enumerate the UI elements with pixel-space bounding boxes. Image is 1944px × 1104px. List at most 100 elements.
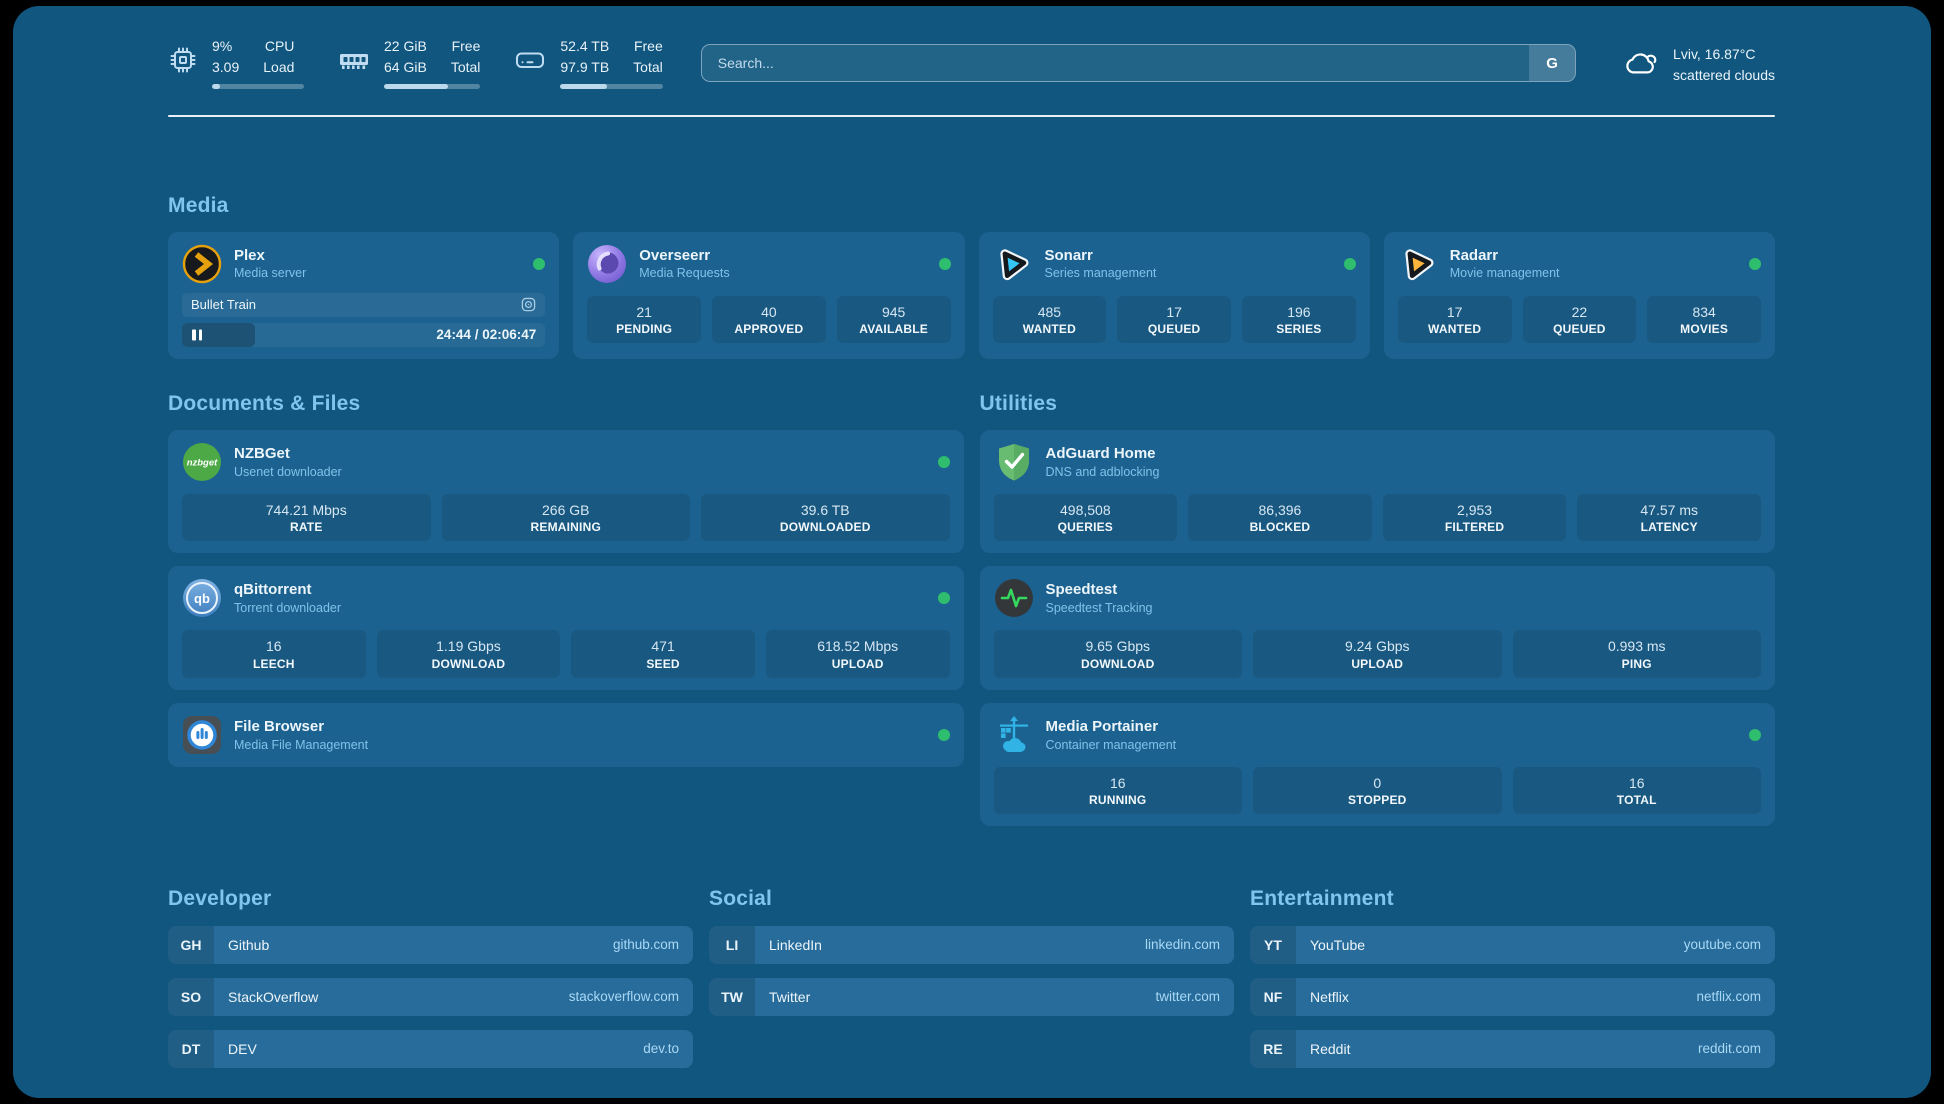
app-card-qbittorrent[interactable]: qb qBittorrent Torrent downloader 16 LEE… (168, 566, 964, 690)
stat-value: 9.24 Gbps (1344, 638, 1410, 655)
plex-icon (182, 244, 222, 284)
stat-wanted: 17 WANTED (1397, 295, 1512, 344)
app-name: qBittorrent (234, 581, 312, 599)
system-stat-memory: 22 GiB 64 GiB Free Total (338, 36, 481, 89)
stat-remaining: 266 GB REMAINING (441, 493, 690, 542)
documents-column: Documents & Files nzbget NZBGet Usenet d… (168, 391, 964, 767)
search-engine-button[interactable]: G (1529, 45, 1576, 81)
search-input[interactable] (700, 44, 1577, 82)
utilities-column: Utilities AdGuard Home DNS and adblockin… (979, 391, 1775, 827)
stat-download: 1.19 Gbps DOWNLOAD (376, 630, 561, 678)
bookmark-github[interactable]: GH Github github.com (168, 925, 693, 964)
app-subtitle: DNS and adblocking (1045, 464, 1160, 479)
bookmark-youtube[interactable]: YT YouTube youtube.com (1250, 925, 1775, 964)
bookmark-group-developer: Developer GH Github github.com SO StackO… (168, 886, 693, 1068)
system-stat-disk: 52.4 TB 97.9 TB Free Total (514, 36, 663, 89)
bookmark-group-entertainment: Entertainment YT YouTube youtube.com NF … (1250, 886, 1775, 1068)
app-name: NZBGet (234, 444, 290, 462)
now-playing-row: Bullet Train (182, 292, 546, 317)
bookmark-netflix[interactable]: NF Netflix netflix.com (1250, 977, 1775, 1016)
stat-blocked: 86,396 BLOCKED (1188, 493, 1372, 542)
bookmark-name: Twitter (769, 988, 811, 1005)
stat-label: AVAILABLE (859, 322, 928, 337)
app-subtitle: Speedtest Tracking (1045, 601, 1153, 616)
bookmark-name: Reddit (1310, 1040, 1351, 1057)
top-bar: 9% 3.09 CPU Load 22 GiB 64 GiB Free Total 52… (168, 36, 1775, 89)
app-card-adguard[interactable]: AdGuard Home DNS and adblocking 498,508 … (979, 429, 1775, 554)
bookmark-reddit[interactable]: RE Reddit reddit.com (1250, 1029, 1775, 1068)
app-card-plex[interactable]: Plex Media server Bullet Train 24:44 / 0… (168, 231, 560, 359)
stat-pending: 21 PENDING (587, 295, 701, 344)
stat-available: 945 AVAILABLE (836, 295, 951, 344)
stat-value: 744.21 Mbps (265, 501, 347, 518)
app-card-header: Radarr Movie management (1398, 244, 1761, 284)
app-card-speedtest[interactable]: Speedtest Speedtest Tracking 9.65 Gbps D… (979, 566, 1775, 690)
stat-value: 618.52 Mbps (817, 638, 899, 655)
header-divider (168, 114, 1775, 117)
video-icon[interactable] (521, 297, 536, 312)
bookmark-name: StackOverflow (228, 988, 319, 1005)
system-stat-label: Total (450, 59, 481, 76)
app-card-nzbget[interactable]: nzbget NZBGet Usenet downloader 744.21 M… (168, 429, 964, 554)
system-stat-value: 52.4 TB (560, 38, 610, 54)
bookmark-url: youtube.com (1683, 937, 1761, 953)
stat-row: 16 LEECH 1.19 Gbps DOWNLOAD 471 SEED 618… (182, 630, 950, 678)
bookmark-url: linkedin.com (1144, 937, 1220, 953)
app-card-sonarr[interactable]: Sonarr Series management 485 WANTED 17 Q… (978, 231, 1370, 359)
status-online-dot (938, 257, 951, 270)
stat-value: 86,396 (1258, 501, 1302, 518)
app-subtitle: Media File Management (234, 737, 369, 752)
stat-row: 9.65 Gbps DOWNLOAD 9.24 Gbps UPLOAD 0.99… (993, 630, 1761, 678)
stat-value: 0 (1373, 774, 1382, 791)
status-online-dot (937, 592, 950, 605)
app-subtitle: Torrent downloader (234, 601, 342, 616)
section-title-documents: Documents & Files (168, 391, 361, 415)
stat-value: 17 (1166, 303, 1182, 320)
qbittorrent-icon: qb (182, 578, 222, 618)
stat-value: 16 (1109, 774, 1126, 791)
disk-icon (514, 45, 546, 89)
bookmark-abbr: YT (1250, 925, 1296, 964)
cpu-icon (168, 45, 198, 89)
status-online-dot (937, 455, 950, 468)
stat-upload: 9.24 Gbps UPLOAD (1253, 630, 1502, 678)
stat-value: 498,508 (1060, 501, 1111, 518)
stat-label: UPLOAD (1351, 656, 1404, 671)
app-card-portainer[interactable]: Media Portainer Container management 16 … (979, 702, 1775, 827)
pause-icon[interactable] (192, 329, 202, 341)
bookmark-dev[interactable]: DT DEV dev.to (168, 1029, 693, 1068)
stat-label: SEED (646, 656, 680, 671)
app-card-overseerr[interactable]: Overseerr Media Requests 21 PENDING 40 A… (573, 231, 965, 359)
disk-usage-bar (560, 83, 663, 89)
weather-condition: scattered clouds (1673, 67, 1775, 83)
bookmark-abbr: GH (168, 925, 214, 964)
status-online-dot (937, 728, 950, 741)
app-card-header: Media Portainer Container management (994, 715, 1761, 755)
app-card-header: qb qBittorrent Torrent downloader (182, 578, 950, 618)
bookmark-twitter[interactable]: TW Twitter twitter.com (709, 977, 1234, 1016)
stat-label: LATENCY (1640, 520, 1698, 535)
stat-approved: 40 APPROVED (712, 295, 826, 344)
bookmark-stackoverflow[interactable]: SO StackOverflow stackoverflow.com (168, 977, 693, 1016)
stat-latency: 47.57 ms LATENCY (1577, 493, 1761, 542)
sonarr-icon (993, 244, 1033, 284)
stat-label: PENDING (616, 322, 673, 337)
bookmark-name: YouTube (1310, 936, 1366, 953)
memory-icon (338, 45, 370, 89)
now-playing-title: Bullet Train (191, 297, 257, 313)
bookmark-linkedin[interactable]: LI LinkedIn linkedin.com (709, 925, 1234, 964)
stat-value: 1.19 Gbps (436, 638, 501, 655)
app-name: Radarr (1449, 246, 1499, 264)
app-card-filebrowser[interactable]: File Browser Media File Management (168, 702, 964, 767)
stat-ping: 0.993 ms PING (1512, 630, 1761, 678)
app-card-header: File Browser Media File Management (182, 715, 950, 755)
stat-label: RATE (289, 520, 323, 535)
playback-progress-bar[interactable]: 24:44 / 02:06:47 (182, 322, 546, 347)
bookmark-group-title: Entertainment (1250, 887, 1394, 911)
search-bar: G (700, 44, 1577, 82)
stat-value: 17 (1446, 303, 1463, 320)
stat-value: 47.57 ms (1640, 501, 1698, 518)
bookmark-list: LI LinkedIn linkedin.com TW Twitter twit… (709, 925, 1234, 1016)
stat-label: FILTERED (1444, 520, 1505, 535)
app-card-radarr[interactable]: Radarr Movie management 17 WANTED 22 QUE… (1383, 231, 1775, 359)
